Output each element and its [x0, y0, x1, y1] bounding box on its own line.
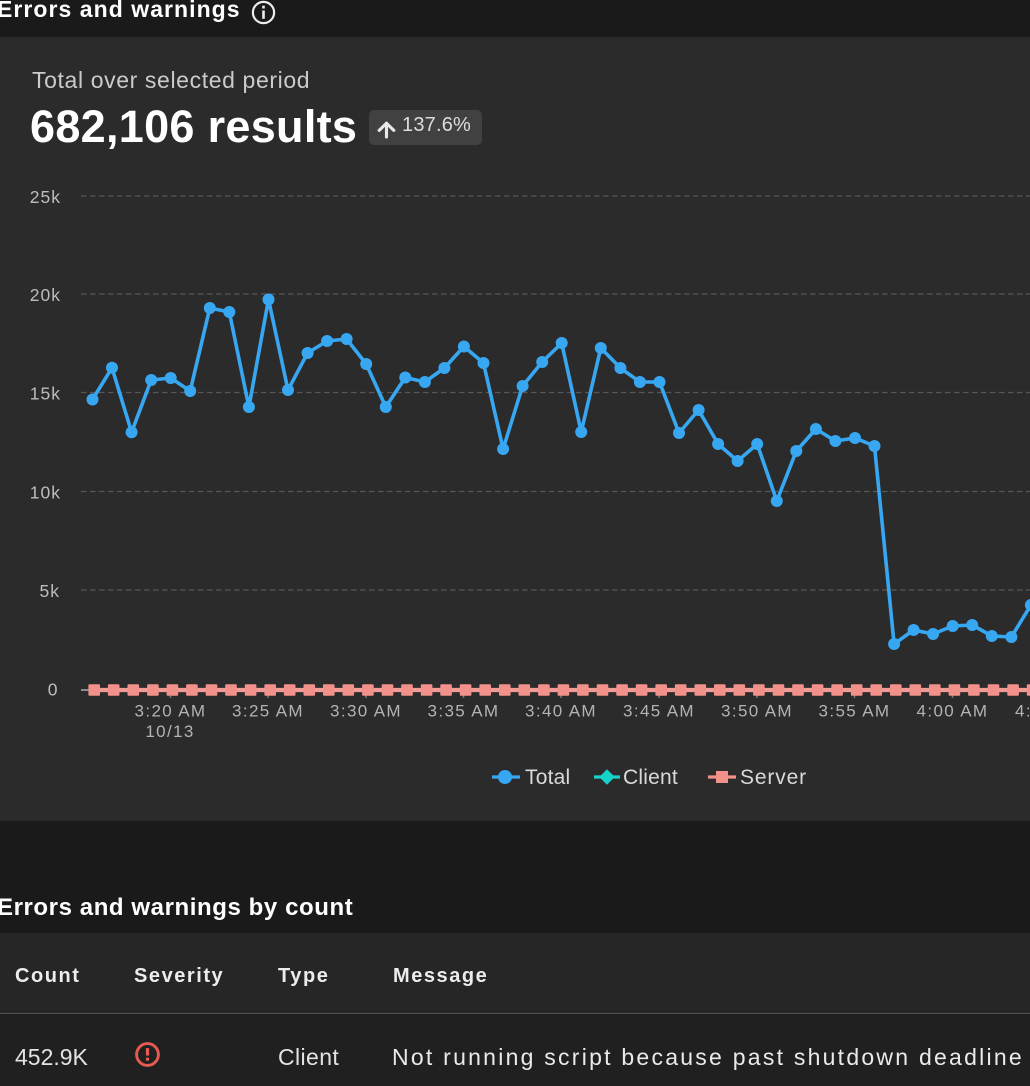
svg-text:3:40 AM: 3:40 AM	[525, 702, 597, 721]
svg-text:3:20 AM: 3:20 AM	[135, 702, 207, 721]
svg-text:3:45 AM: 3:45 AM	[623, 702, 695, 721]
svg-text:3:25 AM: 3:25 AM	[232, 702, 304, 721]
svg-text:3:55 AM: 3:55 AM	[819, 702, 891, 721]
svg-text:3:50 AM: 3:50 AM	[721, 702, 793, 721]
svg-text:10k: 10k	[30, 483, 61, 503]
svg-text:3:35 AM: 3:35 AM	[428, 702, 500, 721]
svg-text:4:05 AM: 4:05 AM	[1015, 702, 1030, 721]
svg-text:3:30 AM: 3:30 AM	[330, 702, 402, 721]
svg-text:4:00 AM: 4:00 AM	[917, 702, 989, 721]
svg-text:5k: 5k	[40, 581, 60, 601]
svg-text:25k: 25k	[30, 187, 61, 207]
svg-text:10/13: 10/13	[145, 722, 194, 741]
svg-text:20k: 20k	[30, 285, 61, 305]
svg-text:15k: 15k	[30, 384, 61, 404]
svg-text:0: 0	[48, 680, 59, 700]
